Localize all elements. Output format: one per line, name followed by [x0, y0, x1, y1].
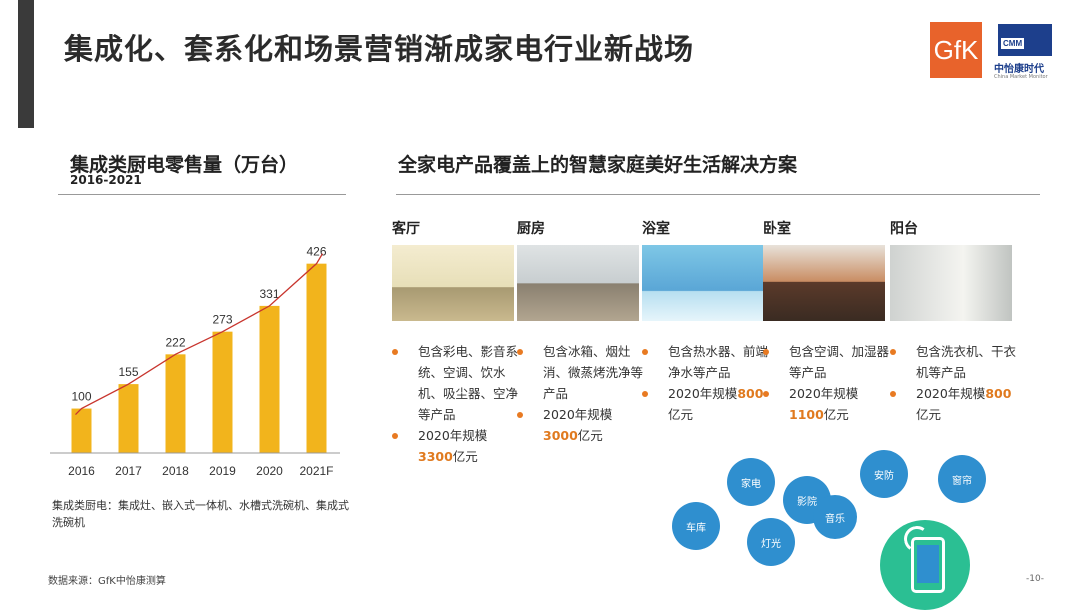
- room-bullet-list: 包含冰箱、烟灶消、微蒸烤洗净等产品 2020年规模3000亿元: [517, 341, 643, 446]
- bullet-dot-icon: [763, 391, 769, 397]
- room-column: 厨房包含冰箱、烟灶消、微蒸烤洗净等产品 2020年规模3000亿元: [517, 218, 643, 446]
- bullet-dot-icon: [642, 391, 648, 397]
- room-column: 卧室包含空调、加湿器等产品 2020年规模1100亿元: [763, 218, 889, 425]
- room-bullet: 2020年规模3000亿元: [517, 404, 643, 446]
- x-tick-label: 2018: [162, 464, 189, 475]
- bullet-dot-icon: [763, 349, 769, 355]
- bullet-dot-icon: [642, 349, 648, 355]
- room-name: 浴室: [642, 221, 670, 237]
- chart-footnote: 集成类厨电：集成灶、嵌入式一体机、水槽式洗碗机、集成式洗碗机: [52, 499, 349, 529]
- cmm-logo-mark: CMM: [998, 24, 1052, 56]
- bar-2018: [165, 354, 186, 453]
- retail-volume-chart: 100 2016 155 2017 222 2018 273 2019 331 2020 426 20…: [50, 245, 340, 475]
- bar-2019: [212, 331, 233, 453]
- room-bullet: 包含冰箱、烟灶消、微蒸烤洗净等产品: [517, 341, 643, 404]
- x-tick-label: 2019: [209, 464, 236, 475]
- scenario-bubble: 家电: [727, 458, 775, 506]
- room-photo: [517, 245, 639, 321]
- bar-2017: [118, 384, 139, 453]
- scenario-bubble: 灯光: [747, 518, 795, 566]
- cmm-logo-name: 中怡康时代: [994, 64, 1044, 75]
- bullet-dot-icon: [392, 433, 398, 439]
- chart-subtitle: 2016-2021: [70, 173, 142, 187]
- room-name: 客厅: [392, 221, 420, 237]
- page-title: 集成化、套系化和场景营销渐成家电行业新战场: [64, 32, 695, 66]
- solutions-title: 全家电产品覆盖上的智慧家庭美好生活解决方案: [398, 154, 798, 176]
- room-bullet: 2020年规模800亿元: [890, 383, 1016, 425]
- cmm-logo-tag: CMM: [1001, 38, 1025, 49]
- divider-left: [58, 194, 346, 195]
- smartphone-icon: [911, 537, 945, 593]
- x-tick-label: 2020: [256, 464, 283, 475]
- bar-2021F: [306, 263, 327, 453]
- room-column: 浴室包含热水器、前端净水等产品 2020年规模800亿元: [642, 218, 768, 425]
- bullet-dot-icon: [890, 349, 896, 355]
- scenario-bubble: 安防: [860, 450, 908, 498]
- room-name: 厨房: [517, 221, 545, 237]
- bar-value-label: 331: [259, 287, 279, 301]
- gfk-logo-text: GfK: [933, 34, 979, 65]
- market-size-value: 1100: [789, 407, 824, 422]
- trendline: [75, 253, 324, 416]
- bullet-dot-icon: [517, 412, 523, 418]
- room-bullet-list: 包含空调、加湿器等产品 2020年规模1100亿元: [763, 341, 889, 425]
- gfk-logo: GfK: [930, 22, 982, 78]
- cmm-logo: CMM 中怡康时代 China Market Monitor: [994, 22, 1054, 82]
- room-name: 阳台: [890, 221, 918, 237]
- room-column: 客厅包含彩电、影音系统、空调、饮水机、吸尘器、空净等产品 2020年规模3300亿…: [392, 218, 518, 467]
- room-bullet: 包含洗衣机、干衣机等产品: [890, 341, 1016, 383]
- room-bullet: 包含热水器、前端净水等产品: [642, 341, 768, 383]
- divider-right: [396, 194, 1040, 195]
- room-bullet: 2020年规模800亿元: [642, 383, 768, 425]
- bullet-dot-icon: [890, 391, 896, 397]
- market-size-value: 3000: [543, 428, 578, 443]
- room-photo: [392, 245, 514, 321]
- scenario-bubble: 音乐: [813, 495, 857, 539]
- room-column: 阳台包含洗衣机、干衣机等产品 2020年规模800亿元: [890, 218, 1016, 425]
- x-tick-label: 2017: [115, 464, 142, 475]
- market-size-value: 3300: [418, 449, 453, 464]
- room-photo: [642, 245, 764, 321]
- x-tick-label: 2021F: [299, 464, 333, 475]
- bar-value-label: 273: [212, 313, 232, 327]
- page-number: -10-: [1026, 574, 1044, 584]
- room-bullet-list: 包含彩电、影音系统、空调、饮水机、吸尘器、空净等产品 2020年规模3300亿元: [392, 341, 518, 467]
- bar-value-label: 155: [118, 365, 138, 379]
- room-name: 卧室: [763, 221, 791, 237]
- cmm-logo-subtitle: China Market Monitor: [994, 74, 1048, 80]
- x-tick-label: 2016: [68, 464, 95, 475]
- bullet-dot-icon: [392, 349, 398, 355]
- market-size-value: 800: [985, 386, 1012, 401]
- bar-value-label: 100: [71, 390, 91, 404]
- scenario-bubble: 车库: [672, 502, 720, 550]
- scenario-bubble: 窗帘: [938, 455, 986, 503]
- room-bullet: 包含彩电、影音系统、空调、饮水机、吸尘器、空净等产品: [392, 341, 518, 425]
- market-size-value: 800: [737, 386, 764, 401]
- accent-bar: [18, 0, 34, 128]
- room-photo: [763, 245, 885, 321]
- room-bullet: 2020年规模3300亿元: [392, 425, 518, 467]
- room-photo: [890, 245, 1012, 321]
- chart-title: 集成类厨电零售量（万台）: [70, 154, 299, 176]
- bar-value-label: 222: [165, 335, 185, 349]
- data-source: 数据来源：GfK中怡康测算: [48, 576, 166, 587]
- bar-2020: [259, 305, 280, 453]
- room-bullet: 包含空调、加湿器等产品: [763, 341, 889, 383]
- room-bullet-list: 包含洗衣机、干衣机等产品 2020年规模800亿元: [890, 341, 1016, 425]
- bullet-dot-icon: [517, 349, 523, 355]
- room-bullet-list: 包含热水器、前端净水等产品 2020年规模800亿元: [642, 341, 768, 425]
- bar-2016: [71, 408, 92, 453]
- room-bullet: 2020年规模1100亿元: [763, 383, 889, 425]
- bar-value-label: 426: [306, 245, 326, 259]
